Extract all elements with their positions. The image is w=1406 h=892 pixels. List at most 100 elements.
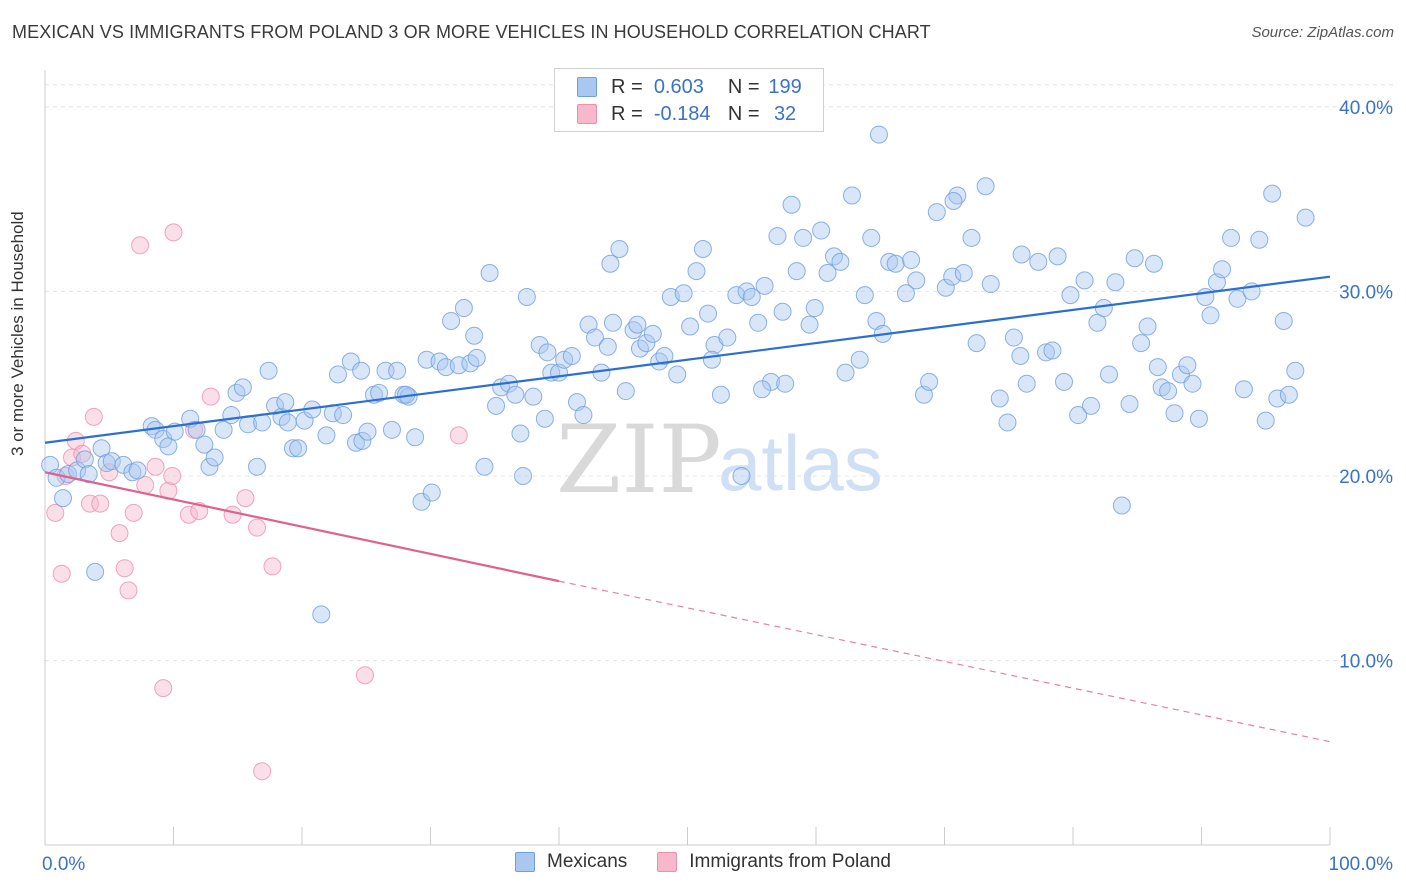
poland-point [253,762,272,781]
mexicans-point [412,492,431,511]
mexicans-point [382,420,401,439]
mexicans-point [1069,406,1088,425]
mexicans-point [1112,496,1131,515]
mexicans-point [943,267,962,286]
mexicans-point [1189,409,1208,428]
mexicans-point [214,420,233,439]
mexicans-point [842,186,861,205]
mexicans-point [289,439,308,458]
mexicans-point [805,299,824,318]
mexicans-point [1256,411,1275,430]
mexicans-point [962,228,981,247]
mexicans-point [902,251,921,270]
mexicans-point [1228,289,1247,308]
poland-point [263,557,282,576]
poland-point [110,524,129,543]
legend-label: Immigrants from Poland [689,851,891,872]
mexicans-point [276,393,295,412]
legend-item-poland: Immigrants from Poland [657,851,891,873]
mexicans-point [831,252,850,271]
mexicans-point [598,337,617,356]
watermark-atlas: atlas [718,419,883,507]
mexicans-point [341,352,360,371]
watermark-zip: ZIP [556,406,722,515]
mexicans-point [1201,306,1220,325]
mexicans-point [114,455,133,474]
mexicans-point [312,605,331,624]
mexicans-point [475,457,494,476]
r-value: 0.603 [653,75,704,98]
mexicans-point [442,311,461,330]
mexicans-point [1061,286,1080,305]
mexicans-point [511,424,530,443]
mexicans-point [1250,230,1269,249]
poland-point [84,407,103,426]
mexicans-point [869,125,888,144]
mexicans-point [1011,347,1030,366]
mexicans-point [266,396,285,415]
mexicans-point [1106,273,1125,292]
mexicans-point [1043,341,1062,360]
r-label: R = [611,102,643,125]
mexicans-point [454,299,473,318]
mexicans-point [524,387,543,406]
mexicans-point [718,328,737,347]
mexicans-point [1055,372,1074,391]
poland-point [124,503,143,522]
mexicans-point [794,228,813,247]
mexicans-point [603,313,622,332]
correlation-legend: R = 0.603 N = 199 R = -0.184 N = 32 [554,68,824,132]
poland-point [46,503,65,522]
poland-points [46,223,468,781]
mexicans-point [954,263,973,282]
mexicans-point [687,262,706,281]
mexicans-point [753,380,772,399]
mexicans-point [1094,299,1113,318]
r-label: R = [611,75,643,98]
mexicans-point [200,457,219,476]
poland-point [223,505,242,524]
poland-point [179,505,198,524]
mexicans-point [818,263,837,282]
mexicans-point [1178,356,1197,375]
mexicans-point [1012,245,1031,264]
mexicans-point [976,177,995,196]
mexicans-point [1279,385,1298,404]
mexicans-point [855,286,874,305]
poland-point [52,564,71,583]
tick-labels: 10.0% 20.0% 30.0% 40.0% 0.0% 100.0% [42,98,1393,875]
mexicans-point [601,254,620,273]
poland-point [201,387,220,406]
mexicans-point [936,278,955,297]
mexicans-point [836,363,855,382]
trend-lines [44,275,1331,743]
mexicans-point [1132,334,1151,353]
mexicans-point [205,448,224,467]
mexicans-point [1125,249,1144,268]
mexicans-point [346,433,365,452]
source-credit: Source: ZipAtlas.com [1251,24,1394,41]
poland-point [91,494,110,513]
mexicans-point [535,409,554,428]
mexicans-point [674,284,693,303]
mexicans-point [727,286,746,305]
poland-point [146,457,165,476]
mexicans-point [776,374,795,393]
y-tick-label: 10.0% [1339,651,1393,672]
x-tick-label: 0.0% [42,854,85,875]
mexicans-point [1075,271,1094,290]
mexicans-point [102,452,121,471]
mexicans-point [1213,260,1232,279]
legend-row-poland: R = -0.184 N = 32 [577,102,805,126]
poland-point [119,581,138,600]
mexicans-point [75,450,94,469]
y-tick-label: 20.0% [1339,467,1393,488]
mexicans-point [990,389,1009,408]
mexicans-point [1004,328,1023,347]
mexicans-point [222,406,241,425]
mexicans-point [1148,358,1167,377]
mexicans-point [514,466,533,485]
mexicans-point [53,489,72,508]
mexicans-point [1037,343,1056,362]
mexicans-point [998,413,1017,432]
